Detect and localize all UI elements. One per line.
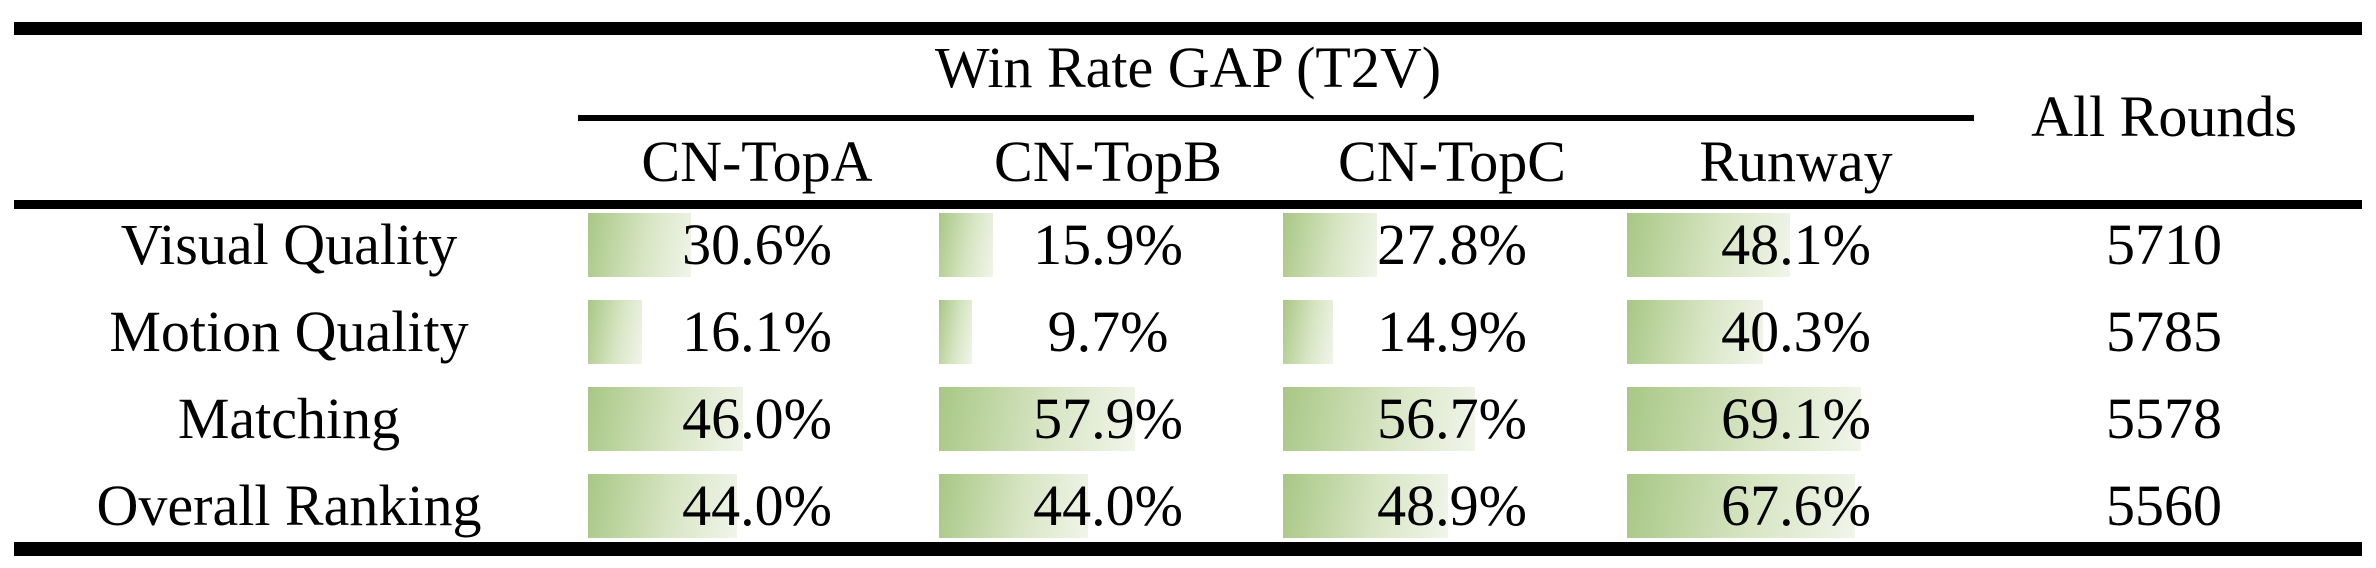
all-rounds-value: 5710 <box>2106 212 2222 277</box>
win-rate-value: 56.7% <box>1377 386 1527 451</box>
win-rate-bar <box>588 300 642 364</box>
win-rate-bar <box>939 300 972 364</box>
win-rate-bar <box>1283 387 1475 451</box>
win-rate-value: 14.9% <box>1377 299 1527 364</box>
win-rate-value: 46.0% <box>682 386 832 451</box>
win-rate-value: 67.6% <box>1721 473 1871 538</box>
all-rounds-header: All Rounds <box>2031 84 2297 149</box>
group-underline-rule <box>578 115 1974 121</box>
win-rate-value: 30.6% <box>682 212 832 277</box>
column-header: CN-TopA <box>641 129 873 194</box>
win-rate-bar <box>1627 300 1763 364</box>
win-rate-value: 44.0% <box>1033 473 1183 538</box>
win-rate-value: 44.0% <box>682 473 832 538</box>
row-label: Matching <box>177 386 401 451</box>
win-rate-value: 15.9% <box>1033 212 1183 277</box>
bottom-rule <box>14 542 2362 556</box>
win-rate-bar <box>939 387 1135 451</box>
win-rate-value: 48.9% <box>1377 473 1527 538</box>
win-rate-value: 40.3% <box>1721 299 1871 364</box>
column-header: CN-TopC <box>1338 129 1566 194</box>
row-label: Motion Quality <box>109 299 469 364</box>
column-header: CN-TopB <box>994 129 1222 194</box>
win-rate-value: 57.9% <box>1033 386 1183 451</box>
win-rate-bar <box>588 387 743 451</box>
all-rounds-value: 5578 <box>2106 386 2222 451</box>
win-rate-bar <box>1627 213 1790 277</box>
all-rounds-value: 5785 <box>2106 299 2222 364</box>
group-header: Win Rate GAP (T2V) <box>934 35 1442 100</box>
win-rate-bar <box>1627 474 1855 538</box>
win-rate-value: 16.1% <box>682 299 832 364</box>
win-rate-bar <box>939 213 993 277</box>
win-rate-value: 69.1% <box>1721 386 1871 451</box>
mid-rule <box>14 200 2362 209</box>
win-rate-bar <box>588 474 737 538</box>
win-rate-bar <box>939 474 1088 538</box>
win-rate-value: 27.8% <box>1377 212 1527 277</box>
all-rounds-value: 5560 <box>2106 473 2222 538</box>
win-rate-value: 48.1% <box>1721 212 1871 277</box>
win-rate-bar <box>1627 387 1861 451</box>
win-rate-bar <box>588 213 691 277</box>
row-label: Overall Ranking <box>96 473 482 538</box>
column-header: Runway <box>1699 129 1893 194</box>
win-rate-bar <box>1283 474 1448 538</box>
win-rate-bar <box>1283 300 1333 364</box>
win-rate-value: 9.7% <box>1047 299 1169 364</box>
top-rule <box>14 22 2362 35</box>
row-label: Visual Quality <box>120 212 458 277</box>
win-rate-bar <box>1283 213 1377 277</box>
